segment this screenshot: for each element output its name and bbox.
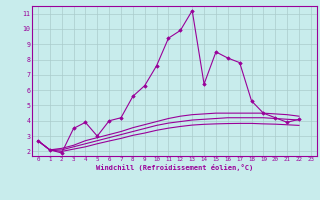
- X-axis label: Windchill (Refroidissement éolien,°C): Windchill (Refroidissement éolien,°C): [96, 164, 253, 171]
